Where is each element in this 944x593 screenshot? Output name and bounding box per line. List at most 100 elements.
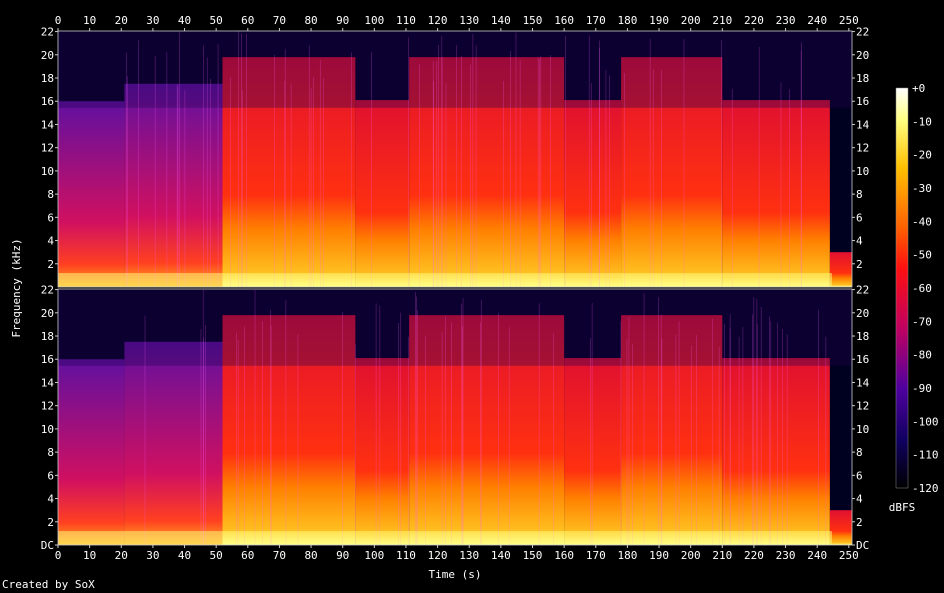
y-tick-label-right: 16 (856, 95, 869, 108)
x-tick-label-top: 180 (617, 14, 637, 27)
spectrum-segment (564, 100, 622, 287)
y-tick-label: 6 (47, 211, 54, 224)
y-tick-label-right: 14 (856, 376, 870, 389)
spectrum-segment (58, 359, 125, 545)
x-tick-label: 160 (554, 549, 574, 562)
x-tick-label: 50 (210, 549, 223, 562)
x-tick-label-top: 140 (491, 14, 511, 27)
x-tick-label: 0 (55, 549, 62, 562)
x-tick-label: 60 (241, 549, 254, 562)
x-tick-label-top: 160 (554, 14, 574, 27)
x-tick-label: 90 (336, 549, 349, 562)
x-tick-label-top: 30 (146, 14, 159, 27)
y-tick-label-right: 4 (856, 493, 863, 506)
y-tick-label-right: 2 (856, 258, 863, 271)
y-tick-label: 10 (41, 165, 54, 178)
x-tick-label: 150 (523, 549, 543, 562)
y-tick-label-right: 16 (856, 353, 869, 366)
x-tick-label-top: 60 (241, 14, 254, 27)
spectrum-segment (222, 315, 356, 545)
x-tick-label: 120 (428, 549, 448, 562)
spectrum-segment (621, 57, 723, 287)
x-tick-label-top: 100 (364, 14, 384, 27)
colorbar: +0 -10 -20 -30 -40 -50 -60 -70 -80 -90 -100 -110 -12… (889, 82, 939, 514)
y-tick-label-right: 4 (856, 235, 863, 248)
colorbar-tick-label: -120 (912, 482, 939, 495)
x-tick-label-top: 40 (178, 14, 191, 27)
y-tick-label: 18 (41, 330, 54, 343)
y-tick-label: 2 (47, 516, 54, 529)
x-tick-label: 40 (178, 549, 191, 562)
y-tick-label: 8 (47, 446, 54, 459)
x-tick-label: 100 (364, 549, 384, 562)
y-tick-label: 8 (47, 188, 54, 201)
x-tick-label-top: 130 (459, 14, 479, 27)
x-tick-label-top: 220 (744, 14, 764, 27)
x-tick-label-top: 80 (304, 14, 317, 27)
spectrum-segment (829, 510, 852, 545)
x-tick-label-top: 50 (210, 14, 223, 27)
spectrum-segment (222, 57, 356, 287)
x-tick-label: 20 (115, 549, 128, 562)
spectrum-segment (355, 358, 410, 545)
y-tick-label-right: 12 (856, 142, 869, 155)
colorbar-tick-label: -30 (912, 182, 932, 195)
y-tick-label-right: 12 (856, 400, 869, 413)
x-tick-label-top: 110 (396, 14, 416, 27)
x-tick-label: 240 (807, 549, 827, 562)
x-tick-label: 180 (617, 549, 637, 562)
x-tick-label: 80 (304, 549, 317, 562)
spectrum-segment (829, 252, 852, 287)
spectrum-segment (58, 101, 125, 288)
x-axis-label: Time (s) (429, 568, 482, 581)
spectrum-segment (722, 358, 830, 545)
y-tick-label-right: 8 (856, 446, 863, 459)
x-tick-label-top: 210 (712, 14, 732, 27)
y-tick-label-right: 6 (856, 469, 863, 482)
colorbar-tick-label: -40 (912, 215, 932, 228)
y-tick-label: 20 (41, 307, 54, 320)
x-tick-label: 170 (586, 549, 606, 562)
x-tick-label-top: 120 (428, 14, 448, 27)
x-tick-label: 70 (273, 549, 286, 562)
y-tick-label-right: 20 (856, 307, 869, 320)
y-tick-label: DC (41, 539, 54, 552)
y-tick-label: 4 (47, 235, 54, 248)
x-tick-label-top: 250 (839, 14, 859, 27)
colorbar-tick-label: -70 (912, 315, 932, 328)
y-tick-label: 6 (47, 469, 54, 482)
y-tick-label: 16 (41, 95, 54, 108)
y-tick-label-right: 18 (856, 330, 869, 343)
spectrum-segment (621, 315, 723, 545)
x-tick-label-top: 200 (681, 14, 701, 27)
spectrum-segment (124, 83, 223, 287)
colorbar-tick-label: -90 (912, 382, 932, 395)
y-axis-label: Frequency (kHz) (10, 238, 23, 337)
x-tick-label: 110 (396, 549, 416, 562)
x-tick-label: 210 (712, 549, 732, 562)
x-tick-label-top: 90 (336, 14, 349, 27)
y-tick-label: 20 (41, 49, 54, 62)
colorbar-tick-label: +0 (912, 82, 925, 95)
x-tick-label-top: 20 (115, 14, 128, 27)
colorbar-tick-label: -110 (912, 449, 939, 462)
x-tick-label: 250 (839, 549, 859, 562)
x-tick-label-top: 70 (273, 14, 286, 27)
y-tick-label-right: 8 (856, 188, 863, 201)
y-tick-label: 16 (41, 353, 54, 366)
y-tick-label-right: 6 (856, 211, 863, 224)
x-tick-label-top: 170 (586, 14, 606, 27)
x-tick-label: 190 (649, 549, 669, 562)
spectrum-segment (409, 57, 565, 287)
y-tick-label: 18 (41, 72, 54, 85)
colorbar-tick-label: -100 (912, 415, 939, 428)
spectrum-segment (564, 358, 622, 545)
y-tick-label: 22 (41, 26, 54, 39)
x-tick-label: 30 (146, 549, 159, 562)
y-tick-label-right: DC (856, 539, 869, 552)
y-tick-label-right: 20 (856, 49, 869, 62)
colorbar-tick-label: -20 (912, 149, 932, 162)
x-tick-label-top: 0 (55, 14, 62, 27)
